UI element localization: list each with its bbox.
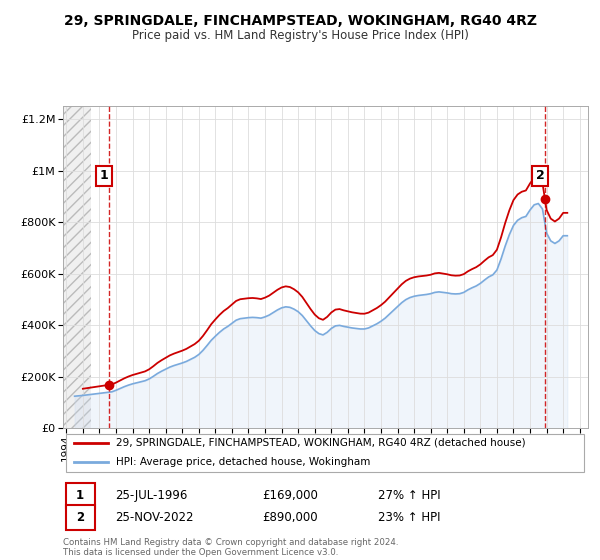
Text: HPI: Average price, detached house, Wokingham: HPI: Average price, detached house, Woki… [115,457,370,467]
Text: 29, SPRINGDALE, FINCHAMPSTEAD, WOKINGHAM, RG40 4RZ (detached house): 29, SPRINGDALE, FINCHAMPSTEAD, WOKINGHAM… [115,438,525,448]
Text: 1: 1 [100,170,108,183]
Text: £169,000: £169,000 [263,489,319,502]
FancyBboxPatch shape [65,505,95,530]
Text: 2: 2 [536,170,544,183]
Text: 25-NOV-2022: 25-NOV-2022 [115,511,194,524]
Text: 23% ↑ HPI: 23% ↑ HPI [378,511,440,524]
FancyBboxPatch shape [65,435,584,472]
Text: 27% ↑ HPI: 27% ↑ HPI [378,489,440,502]
Text: 29, SPRINGDALE, FINCHAMPSTEAD, WOKINGHAM, RG40 4RZ: 29, SPRINGDALE, FINCHAMPSTEAD, WOKINGHAM… [64,14,536,28]
Text: 2: 2 [76,511,84,524]
Text: Price paid vs. HM Land Registry's House Price Index (HPI): Price paid vs. HM Land Registry's House … [131,29,469,42]
Text: 25-JUL-1996: 25-JUL-1996 [115,489,188,502]
Bar [63,106,91,428]
Text: 1: 1 [76,489,84,502]
Text: £890,000: £890,000 [263,511,318,524]
Text: Contains HM Land Registry data © Crown copyright and database right 2024.
This d: Contains HM Land Registry data © Crown c… [63,538,398,557]
FancyBboxPatch shape [65,483,95,507]
